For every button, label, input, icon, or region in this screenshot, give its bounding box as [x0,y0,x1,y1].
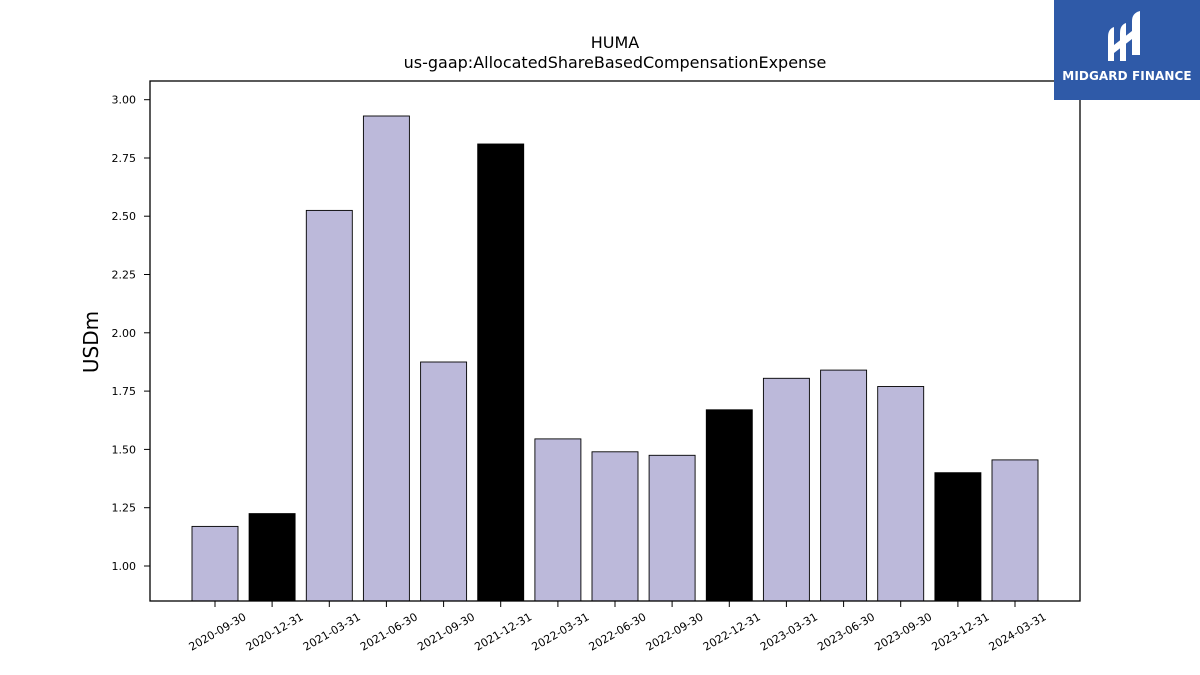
brand-logo: MIDGARD FINANCE [1054,0,1200,100]
y-tick-label: 1.25 [112,502,137,515]
y-tick-label: 2.75 [112,152,137,165]
brand-name: MIDGARD FINANCE [1062,69,1192,83]
y-tick-label: 2.50 [112,210,137,223]
bars-group [191,115,1039,602]
x-tick-label: 2020-09-30 [187,610,249,653]
bar-2020-12-31 [248,513,296,602]
x-tick-label: 2021-12-31 [472,610,534,653]
x-tick-label: 2020-12-31 [244,610,306,653]
x-tick-label: 2022-09-30 [644,610,706,653]
y-tick-label: 2.00 [112,327,137,340]
chart-subtitle: us-gaap:AllocatedShareBasedCompensationE… [404,53,827,72]
logo-mark-icon [1108,11,1140,61]
x-tick-label: 2022-06-30 [587,610,649,653]
x-tick-label: 2022-12-31 [701,610,763,653]
x-tick-label: 2022-03-31 [530,610,592,653]
x-tick-label: 2023-09-30 [872,610,934,653]
x-tick-label: 2024-03-31 [987,610,1049,653]
bar-2021-03-31 [305,209,353,602]
bar-2022-06-30 [591,451,639,602]
bar-2021-12-31 [477,143,525,602]
y-axis: 1.00 1.25 1.50 1.75 2.00 2.25 2.50 2.75 3.00 [112,94,150,573]
bar-2023-03-31 [762,377,810,602]
bar-2022-12-31 [705,409,753,602]
bar-2023-06-30 [820,369,868,602]
y-tick-label: 1.00 [112,560,137,573]
y-tick-label: 1.50 [112,443,137,456]
y-axis-label: USDm [79,311,103,373]
y-tick-label: 3.00 [112,94,137,107]
bar-2022-09-30 [648,454,696,602]
y-tick-label: 2.25 [112,269,137,282]
x-tick-label: 2023-12-31 [930,610,992,653]
plot-frame [149,80,1081,602]
bar-2024-03-31 [991,459,1039,602]
x-tick-label: 2023-03-31 [758,610,820,653]
bar-2022-03-31 [534,438,582,602]
bar-2020-09-30 [191,525,239,602]
x-tick-label: 2021-06-30 [358,610,420,653]
bar-2021-09-30 [420,361,468,602]
bar-2023-09-30 [877,386,925,602]
chart-title: HUMA [591,33,640,52]
bar-2023-12-31 [934,472,982,602]
x-tick-label: 2021-09-30 [415,610,477,653]
x-tick-label: 2023-06-30 [815,610,877,653]
x-tick-label: 2021-03-31 [301,610,363,653]
y-tick-label: 1.75 [112,385,137,398]
bar-2021-06-30 [362,115,410,602]
x-axis: 2020-09-302020-12-312021-03-312021-06-30… [187,601,1049,654]
